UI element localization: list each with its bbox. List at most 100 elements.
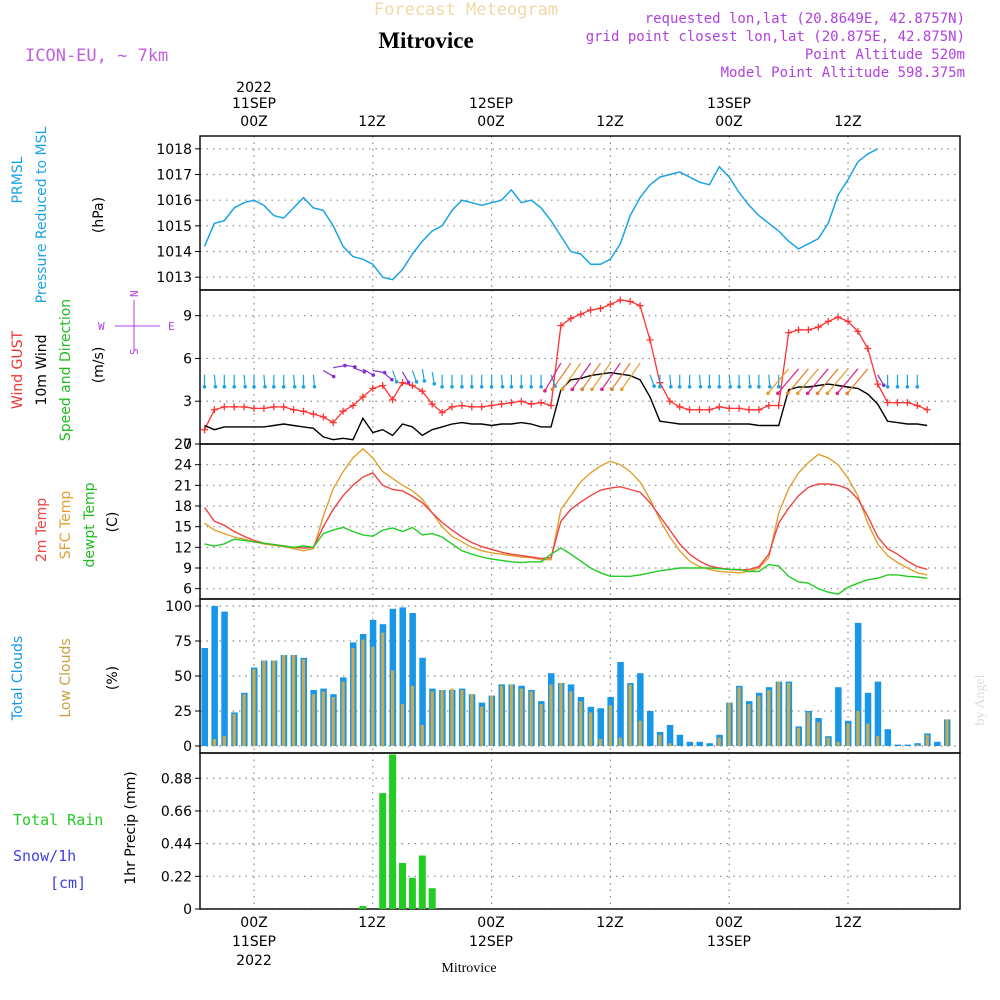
total-cloud-bar (835, 687, 842, 746)
gust-marker (715, 403, 723, 411)
gust-marker (537, 399, 545, 407)
wind-arrow-head (580, 387, 584, 392)
pressure-ytick-label: 1015 (156, 219, 192, 235)
wind-arrow-head (301, 385, 306, 389)
low-cloud-bar (806, 712, 810, 746)
total-cloud-bar (201, 648, 208, 746)
total-cloud-bar (884, 729, 892, 746)
gust-marker (824, 317, 832, 325)
bottom-location: Mitrovice (441, 961, 496, 976)
wind-arrow-head (450, 385, 454, 389)
low-cloud-bar (410, 685, 414, 746)
wind-arrow (561, 362, 582, 390)
wind-arrow-head (539, 385, 543, 389)
wind-arrow-head (885, 385, 890, 389)
precip-ytick-label: 0.66 (161, 804, 192, 820)
gust-marker (498, 400, 505, 408)
total-cloud-bar (647, 711, 654, 746)
low-cloud-bar (391, 670, 395, 746)
low-cloud-bar (866, 723, 870, 746)
gust-marker (923, 406, 931, 414)
wind-arrow (768, 374, 771, 387)
wind-ytick-label: 0 (183, 437, 192, 453)
wind-arrow (322, 370, 334, 378)
p3-label-dewpt: dewpt Temp (82, 482, 98, 567)
wind-arrow (877, 374, 885, 386)
gust-line (203, 299, 928, 430)
gust-marker (369, 384, 377, 392)
wind-arrow-head (687, 385, 692, 389)
wind-arrow-head (292, 384, 297, 389)
total-cloud-bar (617, 662, 624, 746)
wind-arrow-head (728, 384, 733, 389)
sfctemp-line (204, 447, 928, 576)
low-cloud-bar (589, 712, 593, 746)
wind-arrow (797, 368, 819, 394)
p3-label-2mtemp: 2m Temp (34, 498, 50, 562)
low-cloud-bar (301, 659, 306, 746)
low-cloud-bar (816, 722, 820, 746)
wind-frame (199, 289, 961, 445)
rain-bar (418, 855, 426, 909)
rain-bar (389, 754, 397, 909)
wind-arrow (591, 362, 611, 390)
low-cloud-bar (361, 639, 365, 746)
wind-arrow-head (489, 385, 494, 389)
rain-bar (428, 888, 436, 909)
total-cloud-bar (666, 725, 674, 746)
p5-label-rain: Total Rain (13, 811, 103, 829)
temp-ytick-label: 12 (174, 540, 192, 556)
wind-arrow-head (768, 384, 772, 389)
clouds-ytick-label: 0 (183, 739, 192, 755)
gust-marker (844, 317, 852, 325)
low-cloud-bar (618, 737, 622, 746)
low-cloud-bar (242, 694, 246, 746)
low-cloud-bar (440, 690, 444, 746)
wind-arrow-head (766, 391, 770, 396)
total-cloud-bar (696, 741, 703, 746)
wind-arrow-head (619, 387, 624, 392)
total-cloud-bar (676, 734, 684, 746)
pressure-ytick-label: 1018 (156, 142, 192, 158)
wind-ytick-label: 3 (183, 394, 192, 410)
gust-marker (814, 323, 822, 331)
low-cloud-bar (569, 691, 573, 746)
top-time-4: 12Z (596, 114, 623, 130)
gust-marker (418, 387, 426, 395)
temp-ytick-label: 6 (183, 582, 192, 598)
gust-marker (230, 403, 238, 411)
low-cloud-bar (381, 632, 385, 746)
temp-ytick-label: 18 (174, 499, 192, 515)
gust-marker (250, 404, 258, 412)
low-cloud-bar (480, 706, 484, 746)
top-time-1: 00Z (240, 114, 267, 130)
bottom-time-1: 00Z (240, 915, 267, 931)
gust-marker (309, 410, 317, 418)
gust-marker (567, 315, 575, 323)
model-label: ICON-EU, ~ 7km (25, 46, 168, 66)
gust-marker (616, 296, 624, 304)
low-cloud-bar (727, 702, 731, 746)
wind-arrow-head (658, 385, 662, 389)
wind-line (204, 371, 928, 441)
low-cloud-bar (767, 690, 771, 746)
wind-arrow-head (717, 385, 722, 389)
wind-arrow (544, 362, 562, 392)
p2-label-gust: Wind GUST (10, 330, 26, 409)
gust-marker (339, 407, 347, 415)
compass-icon: W E N S (98, 290, 175, 355)
wind-arrow-head (610, 387, 614, 392)
wind-arrow-head (519, 385, 524, 389)
gust-marker (636, 302, 644, 310)
top-date-1: 11SEP (232, 96, 276, 112)
precip-ytick-label: 0.44 (161, 837, 192, 853)
wind-arrow-head (479, 385, 484, 389)
clouds-ytick-label: 100 (165, 599, 192, 615)
low-cloud-bar (222, 736, 226, 746)
gust-marker (557, 322, 565, 330)
low-cloud-bar (460, 690, 464, 746)
wind-arrow-head (698, 384, 703, 389)
wind-ytick-label: 9 (183, 309, 192, 325)
precip-ytick-label: 0 (183, 902, 192, 918)
